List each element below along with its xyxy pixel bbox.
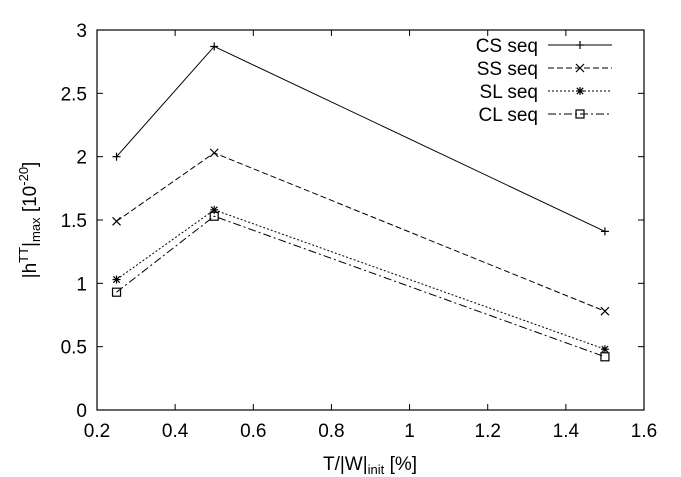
y-tick-label: 2 bbox=[76, 148, 87, 169]
series-layer bbox=[111, 42, 610, 362]
x-tick-label: 0.6 bbox=[240, 421, 266, 442]
legend-marker-cs-seq bbox=[576, 41, 584, 49]
data-point-ss-seq bbox=[209, 148, 219, 158]
series-cs-seq bbox=[112, 42, 609, 236]
y-tick-label: 0 bbox=[76, 401, 87, 422]
data-point-sl-seq bbox=[112, 275, 121, 284]
legend-label: SL seq bbox=[480, 82, 538, 103]
legend-item-sl-seq: SL seq bbox=[480, 82, 612, 103]
x-tick-label: 1.4 bbox=[553, 421, 580, 442]
x-tick-label: 0.2 bbox=[84, 421, 110, 442]
legend-item-ss-seq: SS seq bbox=[477, 59, 612, 80]
x-tick-label: 0.4 bbox=[162, 421, 189, 442]
data-point-ss-seq bbox=[112, 216, 121, 226]
legend-marker-sl-seq bbox=[576, 87, 584, 95]
legend-label: SS seq bbox=[477, 59, 538, 80]
series-line-sl-seq bbox=[116, 209, 606, 350]
legend-marker-cl-seq bbox=[575, 109, 585, 119]
series-sl-seq bbox=[112, 205, 609, 354]
legend-marker-ss-seq bbox=[575, 63, 585, 73]
y-tick-label: 1.5 bbox=[61, 211, 87, 232]
x-tick-label: 1 bbox=[404, 421, 415, 442]
plot-frame bbox=[96, 29, 645, 411]
x-tick-label: 0.8 bbox=[318, 421, 344, 442]
x-tick-label: 1.2 bbox=[475, 421, 501, 442]
y-axis-label: |hTT|max [10-20] bbox=[16, 162, 43, 279]
x-tick-label: 1.6 bbox=[631, 421, 657, 442]
series-line-ss-seq bbox=[116, 152, 606, 312]
x-axis-label: T/|W|init [%] bbox=[323, 454, 417, 477]
data-point-cs-seq bbox=[112, 152, 121, 161]
legend-label: CL seq bbox=[479, 105, 539, 126]
y-tick-label: 3 bbox=[76, 21, 87, 42]
y-tick-label: 2.5 bbox=[61, 84, 87, 105]
legend-item-cl-seq: CL seq bbox=[479, 105, 612, 126]
series-ss-seq bbox=[112, 148, 610, 316]
x-axis: 0.2 0.4 0.6 0.8 1 1.2 1.4 1.6 bbox=[84, 30, 657, 442]
series-line-cl-seq bbox=[116, 215, 606, 358]
y-axis: 0 0.5 1 1.5 2 2.5 3 bbox=[61, 21, 644, 422]
data-point-ss-seq bbox=[600, 306, 610, 316]
data-point-cl-seq bbox=[600, 352, 610, 362]
series-cl-seq bbox=[111, 211, 610, 362]
data-point-cs-seq bbox=[600, 227, 609, 236]
legend-item-cs-seq: CS seq bbox=[476, 36, 612, 57]
y-tick-label: 1 bbox=[76, 274, 87, 295]
y-tick-label: 0.5 bbox=[61, 338, 87, 359]
data-point-cl-seq bbox=[111, 287, 122, 297]
data-point-cs-seq bbox=[210, 42, 219, 51]
data-point-sl-seq bbox=[600, 345, 609, 354]
legend-label: CS seq bbox=[476, 36, 538, 57]
data-point-cl-seq bbox=[209, 211, 219, 221]
